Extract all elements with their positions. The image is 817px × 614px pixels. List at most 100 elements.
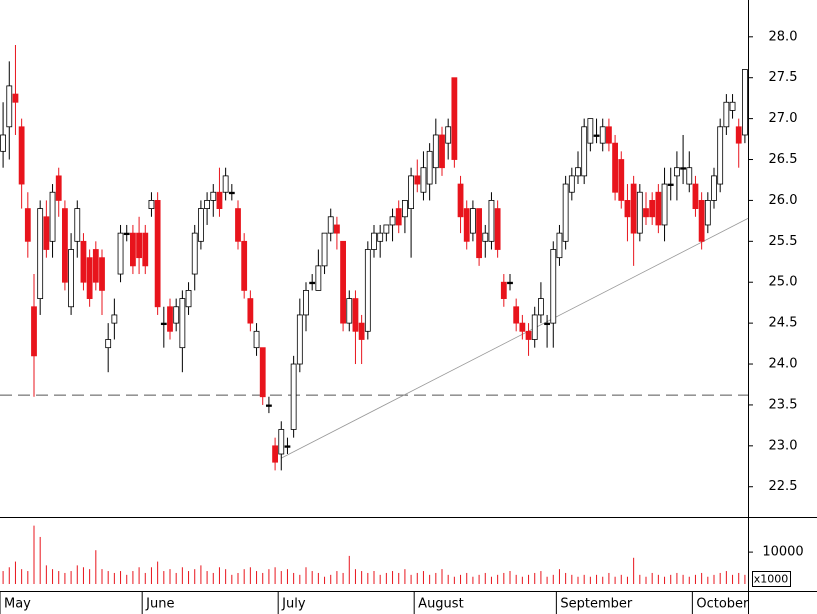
candle-body xyxy=(74,208,81,242)
candle-body xyxy=(272,445,278,463)
candle-body xyxy=(606,126,612,144)
candle-body xyxy=(476,208,482,259)
candle-body xyxy=(383,224,390,234)
candle-body xyxy=(377,232,384,242)
candle-body xyxy=(111,314,118,324)
candle-body xyxy=(123,232,130,236)
y-tick-label: 24.0 xyxy=(769,357,798,372)
candle-body xyxy=(432,134,439,169)
candle-body xyxy=(624,200,631,218)
candle-body xyxy=(457,183,464,218)
candle-body xyxy=(704,200,711,226)
candle-body xyxy=(500,281,507,299)
y-tick-label: 25.0 xyxy=(769,275,798,290)
candle-body xyxy=(655,191,662,226)
candle-body xyxy=(562,183,569,242)
candle-body xyxy=(507,281,513,285)
x-tick-label: June xyxy=(145,597,174,612)
candle-body xyxy=(259,347,266,398)
candle-body xyxy=(68,249,74,308)
candle-body xyxy=(494,208,501,250)
candle-body xyxy=(117,232,124,275)
candle-body xyxy=(303,290,309,316)
y-tick-label: 23.0 xyxy=(769,438,798,453)
candle-body xyxy=(253,330,260,349)
candle-body xyxy=(352,298,359,332)
candle-body xyxy=(6,85,13,128)
candle-body xyxy=(327,216,334,234)
candle-body xyxy=(80,240,87,283)
candle-body xyxy=(482,232,489,242)
candle-body xyxy=(290,363,297,430)
candle-body xyxy=(154,200,161,308)
volume-tick-label: 10000 xyxy=(762,545,803,560)
candle-body xyxy=(667,183,674,186)
candle-body xyxy=(568,175,575,193)
candle-body xyxy=(686,167,693,185)
candle-body xyxy=(49,191,56,242)
x-tick-label: October xyxy=(696,597,749,612)
candle-body xyxy=(402,200,408,218)
y-tick-label: 25.5 xyxy=(769,234,798,249)
candle-body xyxy=(130,232,136,267)
candle-body xyxy=(488,200,495,242)
x-tick-label: August xyxy=(418,597,464,612)
candle-body xyxy=(185,290,192,308)
candle-body xyxy=(544,322,550,326)
candle-body xyxy=(723,101,730,128)
candle-body xyxy=(278,429,285,455)
candle-body xyxy=(191,232,198,275)
candle-body xyxy=(587,118,594,144)
candle-body xyxy=(142,232,149,267)
candle-body xyxy=(241,240,248,291)
trend-line xyxy=(281,218,749,459)
candle-body xyxy=(470,208,476,234)
candle-body xyxy=(599,126,606,144)
candle-body xyxy=(451,77,458,160)
candle-body xyxy=(445,126,452,144)
volume-unit-label: x1000 xyxy=(754,573,789,586)
x-tick-label: July xyxy=(281,597,306,612)
y-tick-label: 23.5 xyxy=(769,397,798,412)
candle-body xyxy=(358,322,365,340)
candle-body xyxy=(309,281,316,285)
unit-box xyxy=(752,571,791,587)
y-tick-label: 24.5 xyxy=(769,316,798,331)
candle-body xyxy=(24,208,31,242)
candle-body xyxy=(18,126,25,185)
candle-body xyxy=(266,404,272,407)
candle-body xyxy=(346,298,353,324)
candle-body xyxy=(340,240,346,324)
candle-body xyxy=(538,298,544,316)
candle-body xyxy=(136,232,142,259)
candle-body xyxy=(371,232,377,250)
candle-body xyxy=(531,314,538,340)
candle-body xyxy=(148,200,155,209)
candle-body xyxy=(643,208,649,218)
candle-body xyxy=(364,249,371,332)
candle-body xyxy=(0,134,6,152)
candle-body xyxy=(439,134,445,169)
candle-body xyxy=(735,126,742,144)
candle-body xyxy=(31,306,37,357)
candle-body xyxy=(674,167,680,177)
candle-body xyxy=(389,216,396,226)
candle-body xyxy=(179,298,186,349)
candle-body xyxy=(86,257,93,299)
candle-body xyxy=(593,134,600,137)
candle-body xyxy=(247,298,254,324)
candle-body xyxy=(99,257,105,291)
candle-body xyxy=(414,175,421,185)
candle-body xyxy=(43,216,50,250)
candle-body xyxy=(692,183,699,209)
candle-body xyxy=(680,167,686,170)
candle-body xyxy=(612,142,618,193)
x-tick-label: May xyxy=(4,597,31,612)
candle-body xyxy=(92,249,99,283)
candle-body xyxy=(513,306,520,324)
candle-body xyxy=(717,126,724,185)
candle-body xyxy=(62,208,68,283)
x-tick-label: September xyxy=(560,597,633,612)
